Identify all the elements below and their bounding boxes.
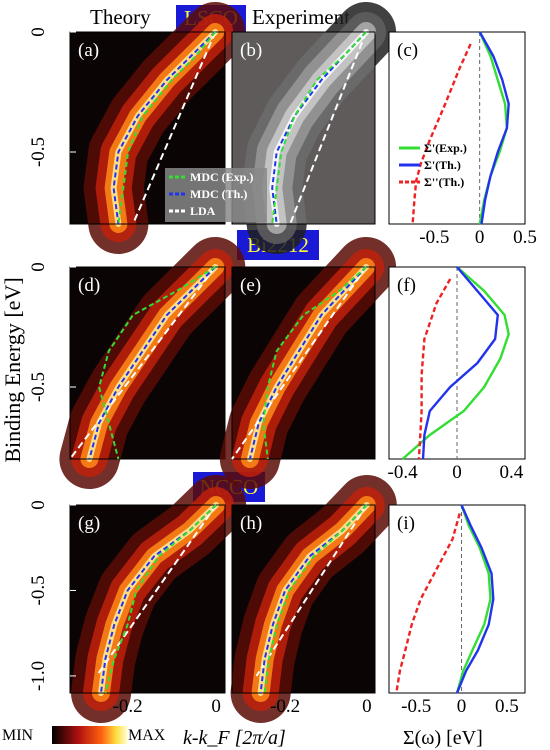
sigma-legend-entry: Σ'(Th.)	[424, 158, 461, 172]
panel-frame	[69, 266, 226, 460]
x-axis-label-sigma: Σ(ω) [eV]	[403, 727, 483, 749]
mdc-legend-entry: MDC (Th.)	[190, 187, 247, 201]
panel-g: (g) 0 -0.5 -1.0 -0.2 0	[28, 475, 247, 723]
x-tick-label: 0	[475, 227, 485, 248]
panel-a: (a) 0 -0.5	[28, 2, 246, 254]
mdc-exp-line	[263, 504, 368, 694]
x-tick-label: -0.5	[401, 696, 431, 717]
mdc-th-line	[112, 31, 217, 225]
panel-label: (b)	[240, 40, 262, 61]
y-tick-label: -0.5	[28, 372, 49, 402]
panel-label: (g)	[78, 513, 100, 534]
panel-label: (e)	[240, 275, 261, 296]
x-tick-label: 0.5	[513, 227, 537, 248]
y-tick-label: -1.0	[28, 661, 49, 691]
panel-i: (i) -0.5 0 0.5	[388, 504, 526, 717]
x-tick-label: 0.4	[500, 462, 524, 483]
sigma-legend-entry: Σ'(Exp.)	[424, 141, 467, 155]
panel-f: (f) -0.4 0 0.4	[388, 266, 526, 483]
panel-frame	[69, 504, 226, 694]
lda-line	[95, 504, 217, 677]
x-tick-label: 0	[362, 696, 372, 717]
sigma-series-2	[417, 278, 452, 460]
x-tick-label: -0.5	[419, 227, 449, 248]
panel-frame	[231, 266, 376, 460]
mdc-exp-line	[117, 31, 217, 225]
mdc-legend-entry: MDC (Exp.)	[190, 170, 253, 184]
panel-frame	[388, 504, 526, 694]
y-tick-label: -0.5	[28, 575, 49, 605]
sigma-series-2	[395, 513, 461, 694]
panel-c: (c) -0.5 0 0.5	[388, 31, 537, 248]
panel-d: (d) 0 -0.5	[28, 237, 246, 489]
y-tick-label: 0	[28, 262, 49, 272]
mdc-exp-line	[104, 504, 217, 694]
panel-e: (e)	[219, 237, 397, 489]
colorbar-min: MIN	[2, 727, 34, 744]
x-tick-label: -0.4	[388, 462, 419, 483]
x-tick-label: 0	[452, 462, 462, 483]
panel-label: (h)	[240, 513, 262, 534]
x-axis-label-k: k-k_F [2π/a]	[183, 727, 286, 749]
colorbar-max: MAX	[128, 727, 166, 744]
panel-frame	[69, 31, 226, 225]
panel-label: (d)	[78, 275, 100, 296]
sigma-series-0	[401, 266, 510, 460]
panel-label: (f)	[397, 275, 416, 296]
lda-line	[69, 266, 217, 460]
panel-b: (b)	[231, 2, 397, 254]
colorbar	[52, 726, 128, 744]
lda-line	[255, 504, 368, 677]
mdc-exp-line	[98, 266, 216, 460]
sigma-legend: Σ'(Exp.) Σ'(Th.) Σ''(Th.)	[399, 141, 467, 189]
mdc-legend: MDC (Exp.) MDC (Th.) LDA	[165, 168, 267, 222]
lda-line	[231, 266, 367, 460]
sigma-series-1	[421, 266, 500, 460]
y-axis-label: Binding Energy [eV]	[0, 277, 25, 462]
sigma-series-0	[455, 504, 492, 694]
mdc-th-line	[248, 266, 367, 460]
x-tick-label: 0	[211, 696, 221, 717]
x-tick-label: -0.2	[113, 696, 143, 717]
sigma-series-1	[455, 504, 495, 694]
mdc-exp-line	[271, 31, 367, 225]
panel-label: (a)	[78, 40, 99, 61]
panel-h: (h) -0.2 0	[230, 475, 397, 723]
y-tick-label: -0.5	[28, 137, 49, 167]
panel-frame	[231, 31, 376, 225]
panel-label: (c)	[397, 40, 418, 61]
lda-line	[132, 31, 217, 225]
sigma-series-2	[411, 43, 472, 225]
panel-label: (i)	[397, 513, 415, 534]
x-tick-label: -0.2	[270, 696, 300, 717]
y-tick-label: 0	[28, 500, 49, 510]
y-tick-label: 0	[28, 27, 49, 37]
panel-frame	[388, 31, 526, 225]
mdc-exp-line	[262, 266, 367, 460]
lda-line	[289, 31, 368, 225]
mdc-legend-entry: LDA	[190, 204, 216, 218]
theory-label: Theory	[90, 5, 151, 29]
mdc-th-line	[88, 266, 217, 460]
sigma-legend-entry: Σ''(Th.)	[424, 175, 464, 189]
panel-frame	[231, 504, 376, 694]
sigma-series-1	[478, 31, 510, 225]
x-tick-label: 0.5	[495, 696, 519, 717]
x-tick-label: 0	[457, 696, 467, 717]
